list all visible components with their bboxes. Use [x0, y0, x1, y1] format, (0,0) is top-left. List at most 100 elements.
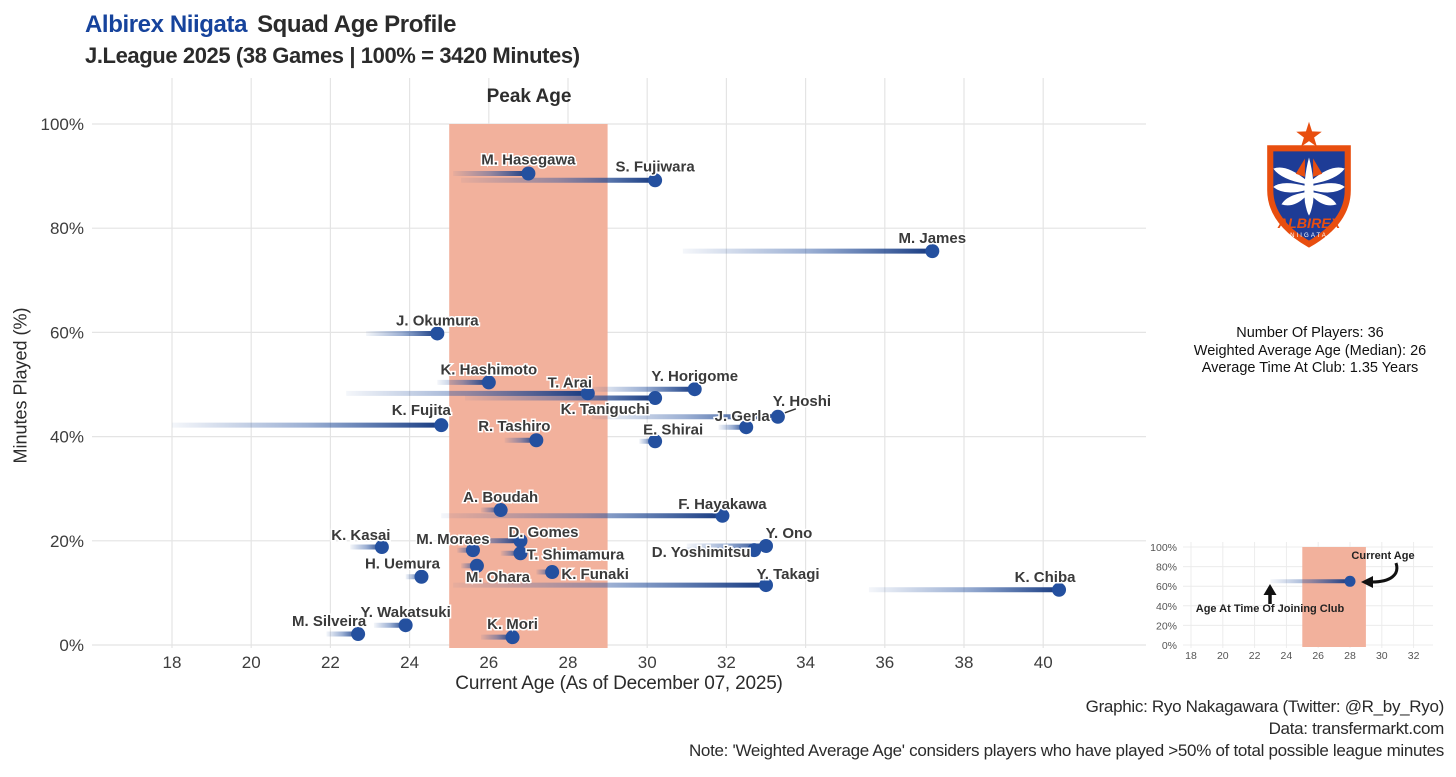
- legend-x-tick-label: 28: [1344, 650, 1356, 662]
- player-dot: [414, 569, 429, 584]
- player-label: E. Shirai: [643, 421, 703, 438]
- legend-y-tick-label: 20%: [1156, 620, 1177, 632]
- y-tick-label: 40%: [50, 428, 84, 447]
- player-dot: [529, 433, 544, 448]
- player-label: K. Hashimoto: [440, 361, 537, 378]
- player-dot: [545, 565, 560, 580]
- player-label: T. Shimamura: [527, 546, 625, 563]
- player-label: K. Chiba: [1015, 569, 1076, 586]
- y-axis-title: Minutes Played (%): [10, 307, 31, 464]
- player-dot: [513, 546, 528, 561]
- player-label: K. Fujita: [392, 402, 452, 419]
- legend-x-tick-label: 32: [1408, 650, 1420, 662]
- legend-example-dot: [1344, 575, 1356, 587]
- player-label: Y. Wakatsuki: [360, 604, 450, 621]
- x-tick-label: 30: [638, 653, 657, 672]
- x-tick-label: 22: [321, 653, 340, 672]
- player-dot: [687, 382, 702, 397]
- player-label: K. Funaki: [561, 566, 629, 583]
- player-dot: [648, 434, 663, 449]
- player-label: H. Uemura: [365, 556, 441, 573]
- x-tick-label: 34: [796, 653, 815, 672]
- crest-star-icon: [1296, 121, 1322, 147]
- legend-x-tick-label: 24: [1281, 650, 1293, 662]
- player-label: S. Fujiwara: [616, 158, 696, 175]
- legend-join-age-label: Age At Time Of Joining Club: [1196, 603, 1345, 615]
- stat-weighted-average-age: Weighted Average Age (Median): 26: [1193, 342, 1427, 359]
- stat-average-time-at-club: Average Time At Club: 1.35 Years: [1201, 360, 1419, 376]
- player-dot: [715, 508, 730, 523]
- player-label: K. Kasai: [331, 527, 390, 544]
- player-dot: [434, 418, 449, 433]
- player-label: Y. Horigome: [651, 368, 738, 385]
- credit-note: Note: 'Weighted Average Age' considers p…: [688, 741, 1444, 760]
- legend-x-tick-label: 18: [1185, 650, 1197, 662]
- x-tick-label: 32: [717, 653, 736, 672]
- legend-y-tick-label: 80%: [1156, 562, 1177, 574]
- label-callout: [784, 408, 797, 414]
- player-dot: [759, 539, 773, 554]
- title-rest: Squad Age Profile: [257, 11, 457, 38]
- x-axis-title: Current Age (As of December 07, 2025): [455, 673, 783, 694]
- player-dot: [739, 420, 754, 435]
- legend-y-tick-label: 0%: [1162, 640, 1177, 652]
- club-crest: ALBIREX NIIGATA: [1267, 121, 1351, 248]
- player-dot: [513, 533, 528, 548]
- credit-graphic: Graphic: Ryo Nakagawara (Twitter: @R_by_…: [1085, 697, 1445, 716]
- player-label: K. Mori: [487, 616, 538, 633]
- player-label: D. Yoshimitsu: [652, 544, 751, 561]
- peak-age-label: Peak Age: [486, 86, 572, 107]
- player-label: J. Okumura: [396, 312, 479, 329]
- legend-peak-age-band: [1302, 547, 1366, 647]
- crest-wings: [1273, 157, 1345, 216]
- y-tick-label: 0%: [59, 636, 84, 655]
- player-label: M. Ohara: [466, 569, 531, 586]
- player-label: M. Silveira: [292, 613, 367, 630]
- legend-y-tick-label: 100%: [1150, 542, 1177, 554]
- x-tick-label: 26: [479, 653, 498, 672]
- player-label: R. Tashiro: [478, 418, 550, 435]
- legend-x-tick-label: 26: [1312, 650, 1324, 662]
- x-tick-label: 18: [163, 653, 182, 672]
- page-title: Albirex Niigata Squad Age Profile: [85, 10, 580, 40]
- player-dot: [521, 166, 536, 181]
- player-dot: [580, 386, 595, 401]
- legend-x-tick-label: 20: [1217, 650, 1229, 662]
- legend-x-tick-label: 22: [1249, 650, 1261, 662]
- crest-sub-wordmark: NIIGATA: [1290, 232, 1328, 239]
- player-dot: [481, 375, 496, 390]
- legend-y-tick-label: 60%: [1156, 581, 1177, 593]
- y-tick-label: 60%: [50, 323, 84, 342]
- y-tick-label: 80%: [50, 219, 84, 238]
- team-name: Albirex Niigata: [85, 11, 248, 38]
- up-arrow-head-icon: [1263, 584, 1277, 595]
- crest-wordmark: ALBIREX: [1277, 216, 1342, 232]
- x-tick-label: 36: [875, 653, 894, 672]
- player-dot: [430, 326, 445, 341]
- x-tick-label: 24: [400, 653, 419, 672]
- player-label: J. Gerla: [715, 408, 771, 425]
- player-label: Y. Hoshi: [773, 393, 831, 410]
- player-dot: [469, 558, 484, 573]
- player-label: M. Hasegawa: [481, 151, 576, 168]
- y-tick-label: 20%: [50, 532, 84, 551]
- player-dot: [1052, 582, 1067, 597]
- squad-stats: Number Of Players: 36 Weighted Average A…: [1145, 325, 1456, 378]
- legend-y-tick-label: 40%: [1156, 601, 1177, 613]
- curved-arrow-icon: [1371, 562, 1399, 584]
- player-dot: [925, 244, 940, 259]
- crest-swan-heads: [1295, 158, 1323, 177]
- player-label: T. Arai: [548, 374, 592, 391]
- x-tick-label: 28: [559, 653, 578, 672]
- player-label: Y. Ono: [766, 525, 813, 542]
- player-dot: [759, 578, 773, 593]
- player-label: D. Gomes: [508, 524, 578, 541]
- player-label: Y. Takagi: [756, 566, 819, 583]
- player-dot: [648, 391, 663, 406]
- player-dot: [351, 627, 366, 642]
- x-tick-label: 20: [242, 653, 261, 672]
- credit-data: Data: transfermarkt.com: [1268, 719, 1445, 738]
- player-dot: [493, 503, 508, 518]
